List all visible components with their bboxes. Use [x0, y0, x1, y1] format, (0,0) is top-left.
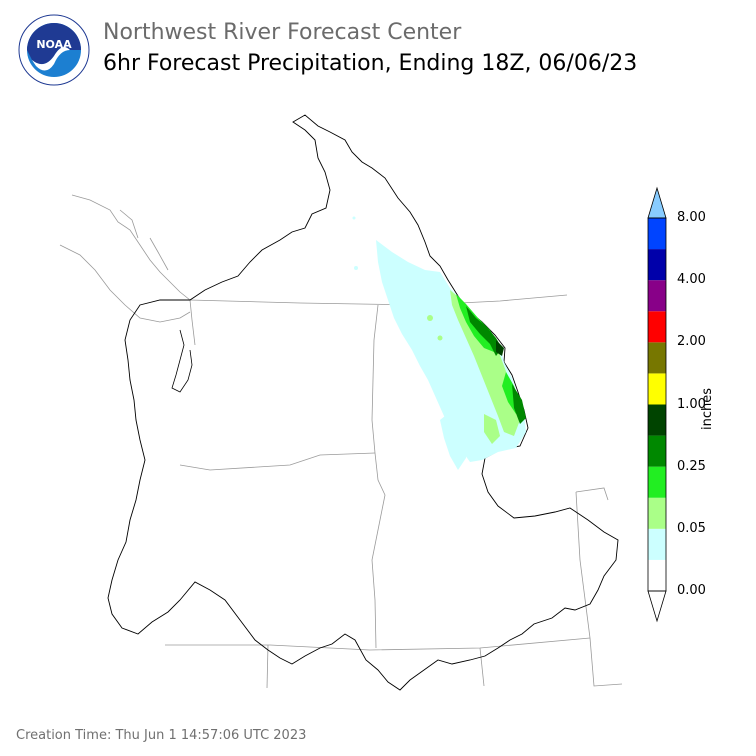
colorbar-bin — [648, 559, 666, 591]
colorbar-tick-label: 4.00 — [677, 272, 706, 288]
precip-lightgreen-area — [450, 290, 520, 436]
colorbar-bottom-arrow — [647, 590, 667, 623]
colorbar-tick-label: 0.25 — [677, 458, 706, 474]
colorbar — [647, 186, 667, 623]
colorbar-tick-label: 2.00 — [677, 334, 706, 350]
colorbar-bin — [648, 218, 666, 250]
agency-title: Northwest River Forecast Center — [103, 20, 462, 45]
colorbar-tick-label: 0.05 — [677, 520, 706, 536]
colorbar-bin — [648, 497, 666, 529]
basin-outline — [107, 114, 619, 691]
colorbar-bin — [648, 342, 666, 374]
colorbar-bin — [648, 466, 666, 498]
state-borders — [59, 194, 623, 689]
colorbar-bin — [648, 435, 666, 467]
colorbar-bin — [648, 528, 666, 560]
product-title: 6hr Forecast Precipitation, Ending 18Z, … — [103, 51, 638, 76]
colorbar-bin — [648, 249, 666, 281]
colorbar-unit-label: inches — [700, 387, 715, 430]
colorbar-bin — [648, 404, 666, 436]
colorbar-bin — [648, 373, 666, 405]
precip-darkgreen-area — [466, 306, 502, 356]
precip-cyan-area — [376, 240, 526, 462]
creation-time: Creation Time: Thu Jun 1 14:57:06 UTC 20… — [16, 728, 307, 743]
colorbar-tick-label: 0.00 — [677, 583, 706, 598]
noaa-logo-text: NOAA — [36, 38, 72, 51]
colorbar-bin — [648, 311, 666, 343]
colorbar-tick-label: 1.00 — [677, 396, 706, 412]
noaa-logo-icon: NOAA — [18, 14, 90, 86]
colorbar-top-arrow — [647, 186, 667, 219]
colorbar-tick-label: 8.00 — [677, 210, 706, 225]
colorbar-bin — [648, 280, 666, 312]
colorbar-frame — [647, 217, 667, 592]
